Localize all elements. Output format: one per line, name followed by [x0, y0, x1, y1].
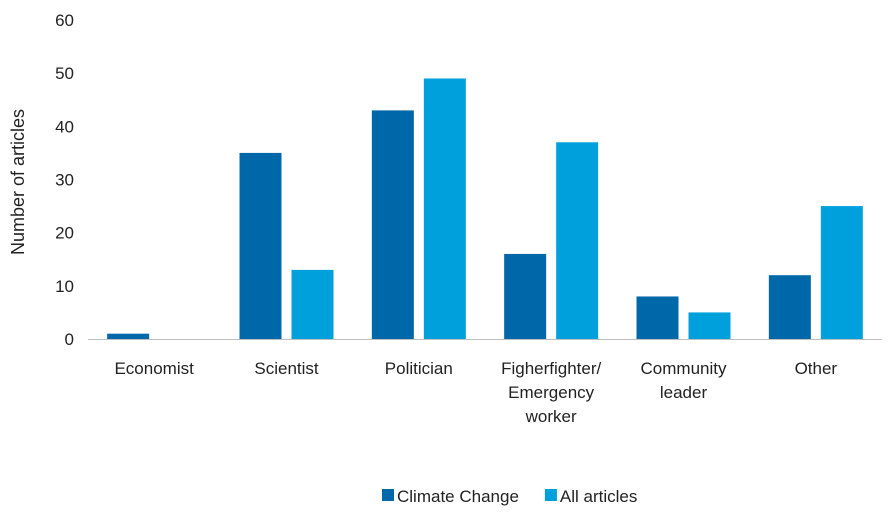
y-axis-label: Number of articles: [8, 109, 28, 255]
x-category-label: Other: [795, 359, 838, 378]
y-tick-label: 40: [55, 117, 74, 136]
bar-climate-change: [371, 110, 414, 339]
y-tick-label: 60: [55, 11, 74, 30]
x-category-label: Figherfighter/: [501, 359, 601, 378]
bar-climate-change: [636, 296, 679, 339]
bar-climate-change: [239, 152, 282, 339]
x-category-label: Economist: [114, 359, 194, 378]
bar-all-articles: [820, 206, 863, 339]
y-tick-label: 30: [55, 171, 74, 190]
legend: Climate Change All articles: [382, 487, 637, 506]
y-tick-label: 20: [55, 224, 74, 243]
x-category-label: leader: [660, 383, 708, 402]
legend-swatch: [382, 489, 394, 501]
legend-label: All articles: [560, 487, 637, 506]
y-tick-label: 50: [55, 64, 74, 83]
x-category-label: Emergency: [508, 383, 594, 402]
bar-all-articles: [291, 269, 334, 339]
bar-all-articles: [688, 312, 731, 339]
category-labels: Economist Scientist Politician Figherfighte…: [114, 359, 837, 426]
x-category-label: worker: [525, 407, 577, 426]
legend-swatch: [544, 489, 557, 501]
x-category-label: Politician: [385, 359, 453, 378]
x-category-label: Scientist: [254, 359, 319, 378]
bar-all-articles: [556, 142, 599, 339]
bars: [107, 78, 863, 339]
y-axis-ticks: 0 10 20 30 40 50 60: [55, 11, 74, 349]
bar-climate-change: [768, 275, 811, 339]
bar-climate-change: [107, 333, 150, 339]
legend-label: Climate Change: [397, 487, 519, 506]
y-tick-label: 0: [65, 330, 74, 349]
bar-climate-change: [504, 253, 547, 339]
x-category-label: Community: [641, 359, 727, 378]
bar-all-articles: [423, 78, 466, 339]
y-tick-label: 10: [55, 277, 74, 296]
